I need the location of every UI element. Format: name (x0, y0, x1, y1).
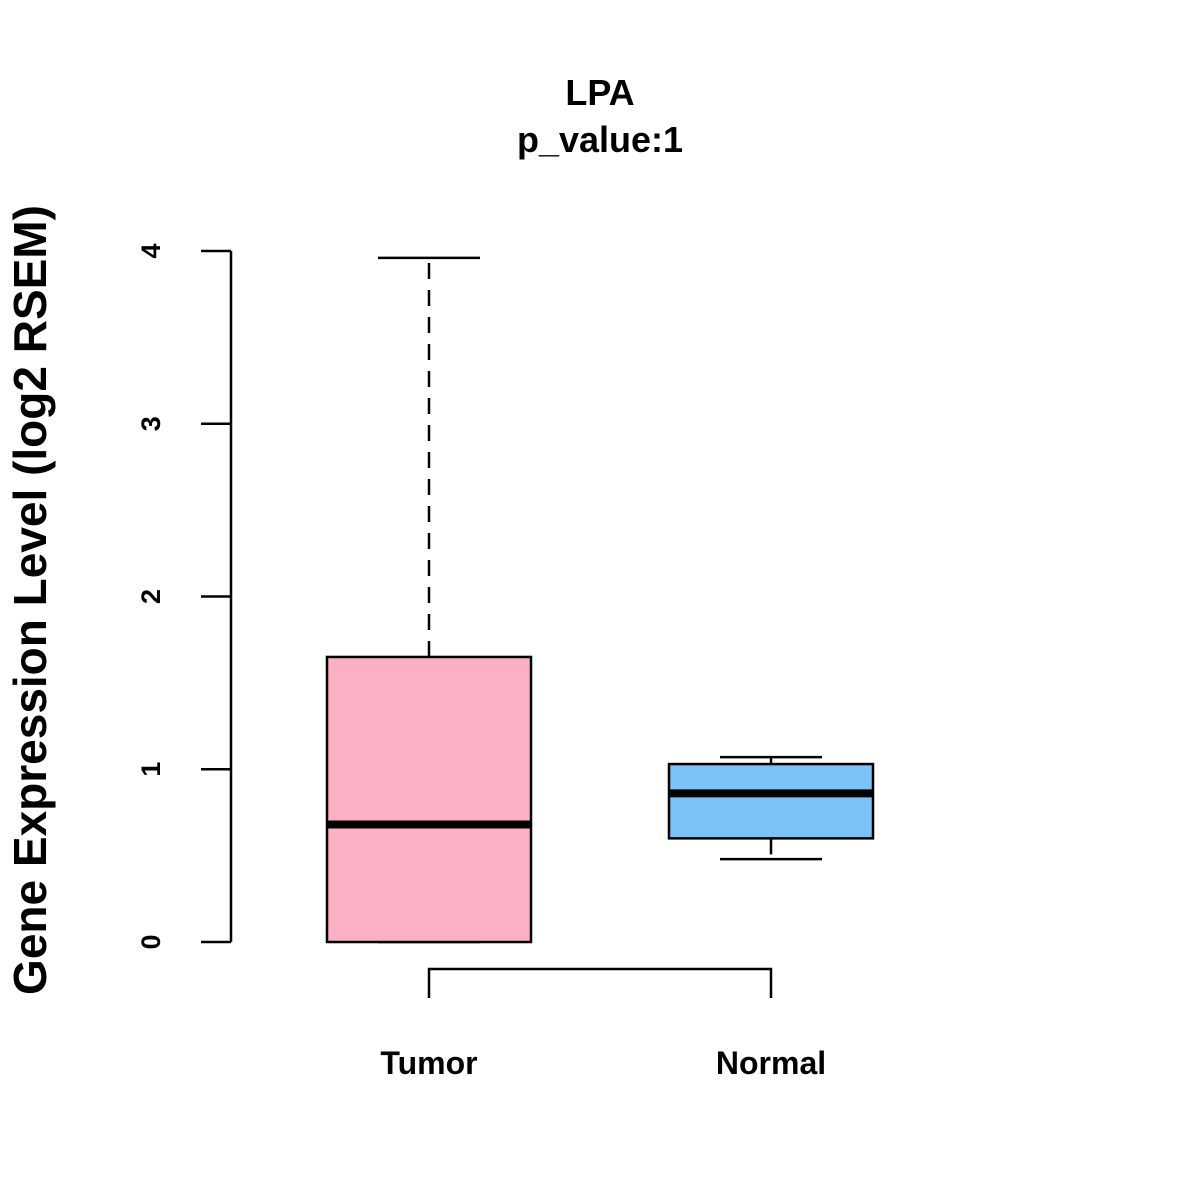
comparison-bracket (427, 967, 773, 998)
y-tick-label-0: 0 (136, 934, 166, 949)
x-category-label-tumor: Tumor (380, 1045, 477, 1081)
y-tick-label-3: 3 (136, 416, 166, 431)
plot-area: 0 1 2 3 4 Tumor Normal (136, 243, 875, 1081)
box-normal (667, 755, 875, 861)
box-body-normal (667, 762, 875, 840)
chart-subtitle: p_value:1 (517, 119, 683, 160)
y-tick-label-1: 1 (136, 762, 166, 777)
y-tick-label-4: 4 (136, 243, 166, 258)
y-axis-label: Gene Expression Level (log2 RSEM) (4, 205, 56, 995)
y-tick-label-2: 2 (136, 589, 166, 604)
x-category-label-normal: Normal (716, 1045, 826, 1081)
chart-title: LPA (565, 72, 634, 113)
box-tumor (325, 256, 533, 944)
box-body-tumor (325, 655, 533, 944)
